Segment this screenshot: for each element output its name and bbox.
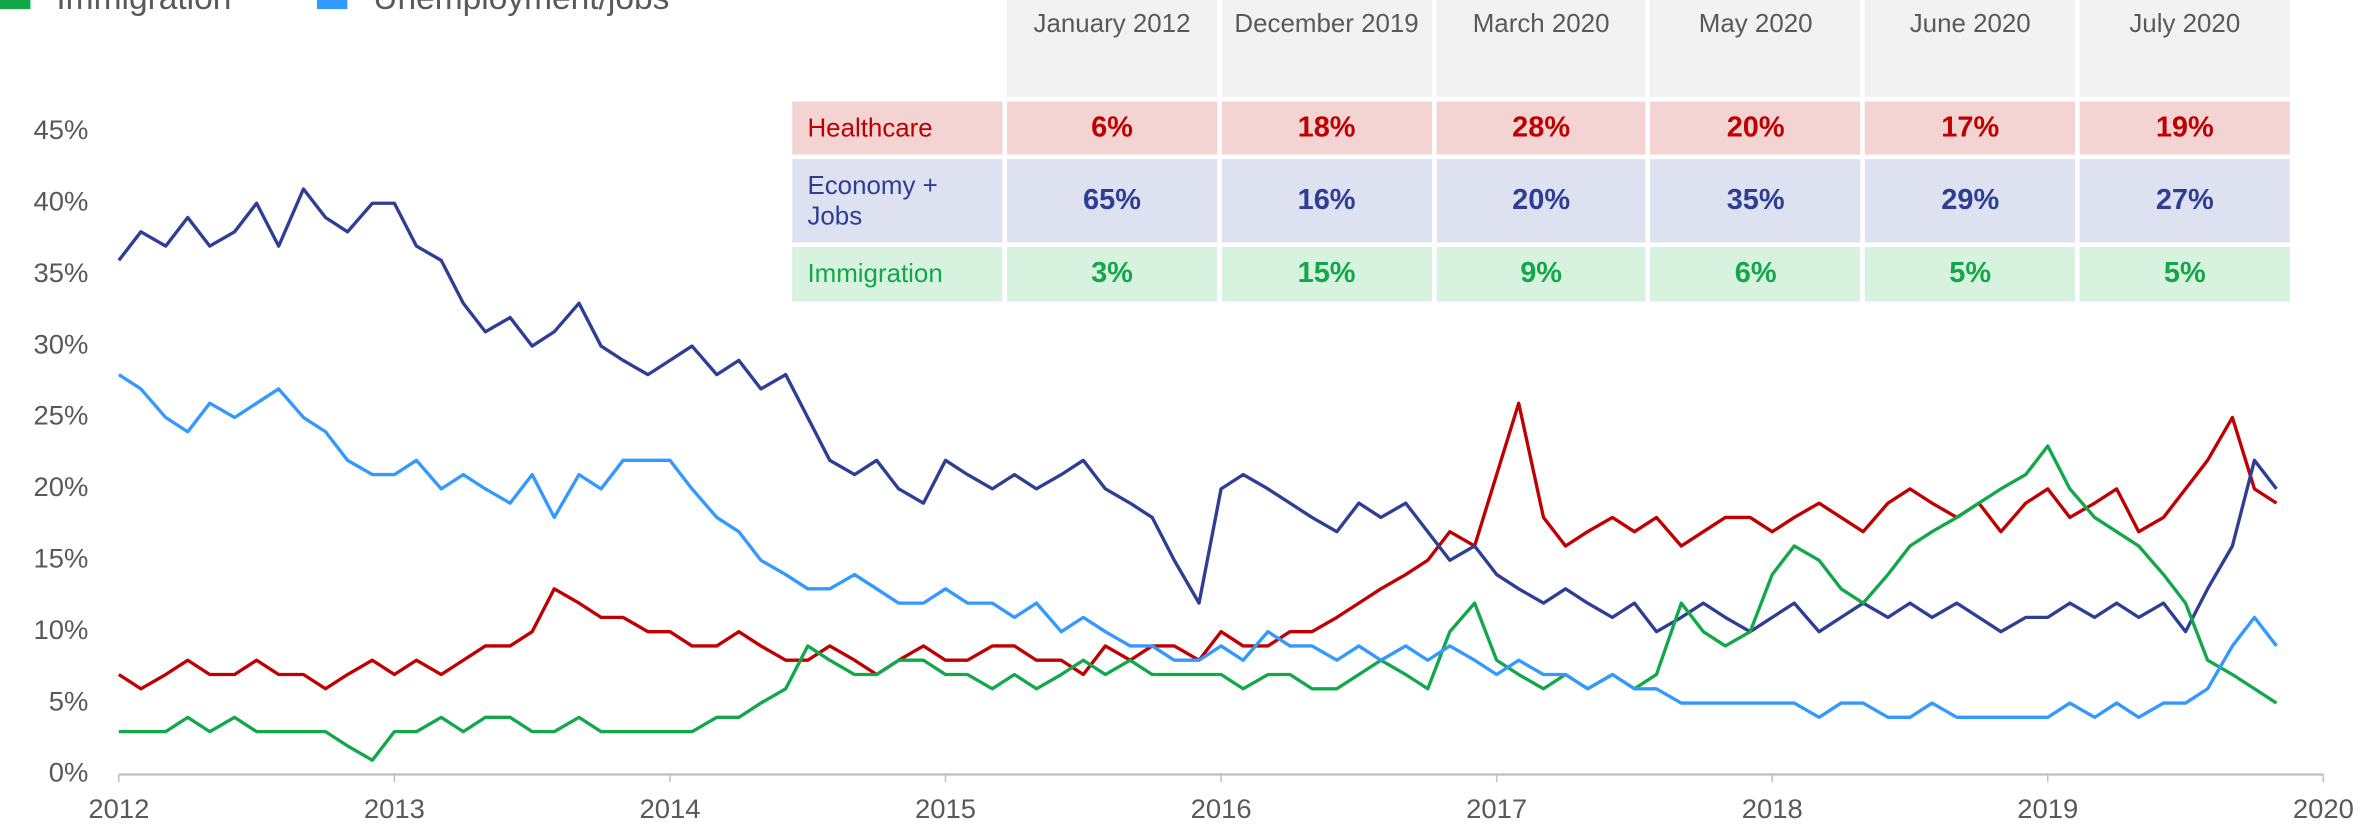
- table-value: 20%: [1436, 159, 1647, 243]
- y-tick-label: 15%: [33, 543, 88, 574]
- series-line: [117, 401, 2278, 691]
- corner-cell: [792, 0, 1003, 97]
- legend-label: Unemployment/jobs: [373, 0, 669, 17]
- table-row: Economy + Jobs 65% 16% 20% 35% 29% 27%: [792, 159, 2290, 243]
- table-value: 19%: [2079, 101, 2290, 155]
- y-tick-label: 45%: [33, 114, 88, 145]
- column-header: January 2012: [1007, 0, 1218, 97]
- table-value: 29%: [1865, 159, 2076, 243]
- y-tick-label: 5%: [49, 685, 89, 716]
- x-tick-label: 2018: [1742, 793, 1803, 824]
- row-label: Immigration: [792, 247, 1003, 302]
- table-value: 17%: [1865, 101, 2076, 155]
- x-tick-label: 2020: [2293, 793, 2354, 824]
- x-tick-label: 2014: [639, 793, 700, 824]
- x-tick-label: 2012: [88, 793, 149, 824]
- summary-table: January 2012 December 2019 March 2020 May 2…: [788, 0, 2295, 306]
- table-value: 35%: [1650, 159, 1861, 243]
- x-tick-label: 2015: [915, 793, 976, 824]
- table-value: 5%: [2079, 247, 2290, 302]
- table-value: 65%: [1007, 159, 1218, 243]
- y-tick-label: 20%: [33, 471, 88, 502]
- table-value: 3%: [1007, 247, 1218, 302]
- header-row: January 2012 December 2019 March 2020 May 2…: [792, 0, 2290, 97]
- y-tick-label: 35%: [33, 257, 88, 288]
- column-header: June 2020: [1865, 0, 2076, 97]
- legend-label: Immigration: [56, 0, 231, 17]
- legend-swatch: [0, 0, 31, 10]
- series-line: [117, 187, 2278, 634]
- table-value: 6%: [1650, 247, 1861, 302]
- table-value: 18%: [1221, 101, 1432, 155]
- x-tick-label: 2013: [364, 793, 425, 824]
- x-tick-label: 2017: [1466, 793, 1527, 824]
- y-tick-label: 0%: [49, 757, 89, 788]
- y-tick-label: 10%: [33, 614, 88, 645]
- table-value: 16%: [1221, 159, 1432, 243]
- table-value: 28%: [1436, 101, 1647, 155]
- row-label: Healthcare: [792, 101, 1003, 155]
- x-tick-label: 2016: [1191, 793, 1252, 824]
- y-tick-label: 25%: [33, 400, 88, 431]
- column-header: July 2020: [2079, 0, 2290, 97]
- y-tick-label: 30%: [33, 328, 88, 359]
- table-value: 27%: [2079, 159, 2290, 243]
- table-value: 15%: [1221, 247, 1432, 302]
- column-header: March 2020: [1436, 0, 1647, 97]
- x-tick-label: 2019: [2017, 793, 2078, 824]
- column-header: December 2019: [1221, 0, 1432, 97]
- series-line: [117, 373, 2278, 720]
- column-header: May 2020: [1650, 0, 1861, 97]
- row-label: Economy + Jobs: [792, 159, 1003, 243]
- series-line: [118, 444, 2278, 762]
- table-value: 6%: [1007, 101, 1218, 155]
- table-value: 20%: [1650, 101, 1861, 155]
- table-value: 5%: [1865, 247, 2076, 302]
- table-row: Immigration 3% 15% 9% 6% 5% 5%: [792, 247, 2290, 302]
- table-value: 9%: [1436, 247, 1647, 302]
- table-row: Healthcare 6% 18% 28% 20% 17% 19%: [792, 101, 2290, 155]
- y-tick-label: 40%: [33, 186, 88, 217]
- legend-swatch: [316, 0, 348, 10]
